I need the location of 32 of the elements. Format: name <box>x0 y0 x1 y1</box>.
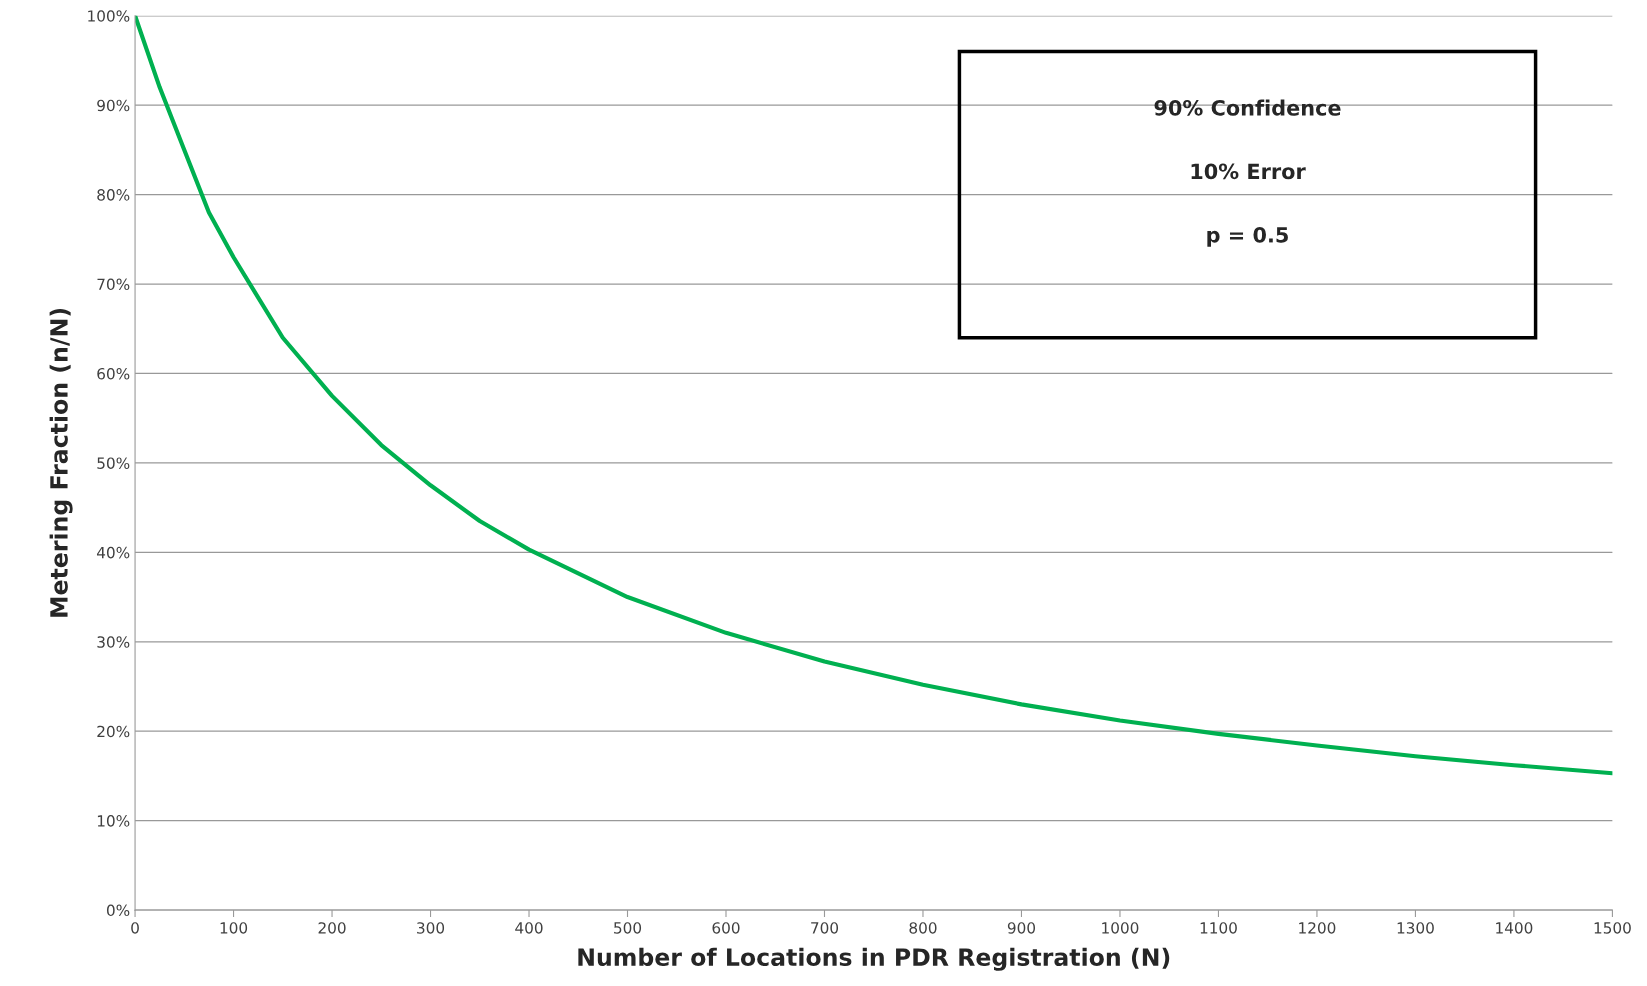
x-tick-label: 200 <box>318 922 346 934</box>
y-tick-label: 20% <box>97 725 130 738</box>
x-tick-label: 300 <box>417 922 445 934</box>
x-tick-label: 100 <box>220 922 248 934</box>
y-tick-label: 100% <box>88 10 130 22</box>
annotation: 90% Confidence <box>1154 99 1341 116</box>
y-tick-label: 70% <box>97 278 130 291</box>
x-tick-label: 500 <box>614 922 642 934</box>
y-tick-label: 50% <box>97 457 130 469</box>
y-tick-label: 90% <box>97 99 130 112</box>
y-tick-label: 0% <box>106 904 130 917</box>
x-axis-title: Number of Locations in PDR Registration (N) <box>578 947 1170 971</box>
x-tick-label: 600 <box>712 922 740 934</box>
x-tick-label: 1400 <box>1496 922 1533 934</box>
x-tick-label: 900 <box>1007 922 1036 934</box>
x-tick-label: 1000 <box>1102 922 1139 934</box>
x-tick-label: 700 <box>811 922 839 934</box>
y-tick-label: 60% <box>97 367 130 380</box>
y-tick-label: 80% <box>97 189 130 201</box>
x-tick-label: 1300 <box>1397 922 1434 934</box>
x-tick-label: 1200 <box>1299 922 1336 934</box>
annotation: p = 0.5 <box>1207 226 1288 247</box>
x-tick-label: 800 <box>909 922 937 934</box>
x-tick-label: 400 <box>515 922 543 934</box>
x-tick-label: 1500 <box>1594 922 1631 934</box>
x-tick-label: 1100 <box>1200 922 1237 934</box>
x-tick-label: 0 <box>131 922 139 934</box>
y-axis-title: Metering Fraction (n/N) <box>49 308 73 617</box>
y-tick-label: 30% <box>97 636 130 648</box>
y-tick-label: 10% <box>97 815 130 827</box>
annotation: 10% Error <box>1191 163 1306 180</box>
y-tick-label: 40% <box>96 546 130 559</box>
